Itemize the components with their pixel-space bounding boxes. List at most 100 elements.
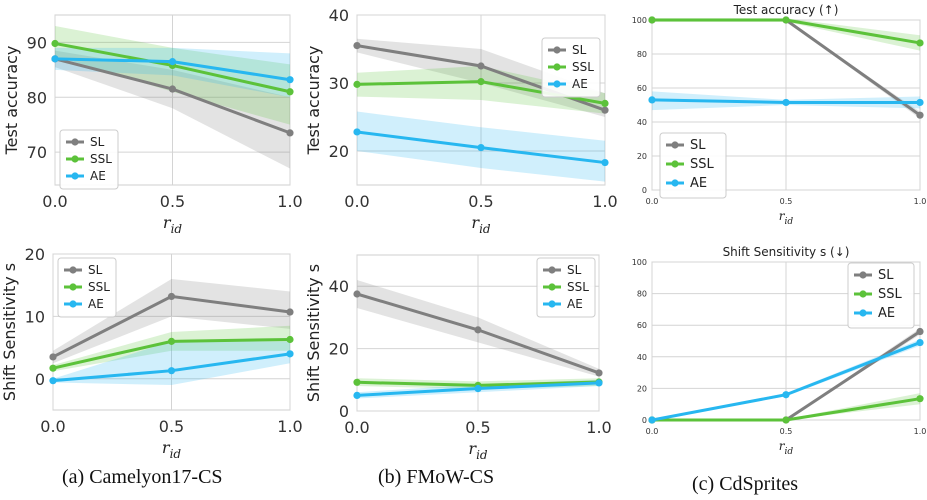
panel-a-top-xlabel-sub: id [171,222,183,236]
panel-b-top-point-ssl-0 [353,80,361,88]
panel-a-top-legend-label-sl: SL [90,135,105,149]
panel-b-bottom: 0.0 0.5 1.0 0 20 40 rid Shift Sensitivity s SL SS… [304,254,612,462]
panel-c-top-point-ssl-2 [916,39,924,47]
panel-c-top-legend-label-ssl: SSL [690,157,715,172]
panel-b-top-xlabel-sub: id [479,222,491,236]
panel-b-top-legend-marker-sl [553,46,561,54]
panel-b-top-point-sl-2 [601,106,609,114]
caption-c: (c) CdSprites [692,473,799,495]
panel-a-top-xtick-0: 0.0 [42,192,67,211]
panel-b-bottom-xtick-0: 0.0 [344,418,369,437]
panel-c-top: 0.0 0.5 1.0 0 20 40 60 80 100 rid Test accuracy (↑… [632,3,927,227]
panel-b-bottom-point-ae-2 [595,379,603,387]
panel-b-top-xtick-0: 0.0 [344,192,369,211]
panel-b-bottom-xlabel-main: r [468,439,477,458]
panel-c-top-point-ssl-0 [648,16,656,24]
panel-b-top-point-ae-1 [477,144,485,152]
panel-b-top-legend-label-ssl: SSL [572,60,594,74]
panel-b-top-point-ae-2 [601,158,609,167]
panel-b-top-xlabel-main: r [471,213,480,232]
panel-b-top-xtick-1: 0.5 [468,192,493,211]
panel-b-top-legend-marker-ssl [553,63,561,71]
panel-a-top-ylabel: Test accuracy [2,46,21,156]
panel-b-bottom-point-ae-1 [474,384,482,393]
panel-c-top-xtick-2: 1.0 [914,197,927,206]
panel-c-bottom-legend-label-ssl: SSL [878,287,903,302]
panel-c-top-ytick-0: 0 [642,186,647,195]
panel-b-top-point-ssl-1 [477,78,485,86]
panel-b-bottom-legend-label-ae: AE [567,297,583,311]
panel-a-bottom-xtick-2: 1.0 [277,417,302,436]
panel-a-bottom-ytick-1: 10 [25,307,45,326]
panel-c-bottom-point-ae-2 [916,338,924,347]
panel-a-bottom-band-sl [53,278,290,364]
panel-b-bottom-point-sl-1 [474,326,482,334]
panel-c-bottom-legend-label-ae: AE [878,306,895,321]
panel-b-top-point-ssl-2 [601,99,609,107]
panel-c-top-ytick-3: 60 [637,84,647,93]
panel-b-bottom-legend: SL SSL AE [536,257,596,318]
panel-a-bottom-point-sl-1 [167,292,176,301]
panel-a-top-point-ae-0 [51,55,59,63]
panel-c-bottom-legend-label-sl: SL [878,268,894,283]
panel-a-top-xtick-2: 1.0 [277,192,302,211]
panel-a-bottom-ytick-2: 20 [25,245,45,264]
panel-a-bottom-band-ssl [53,325,290,372]
panel-b-bottom-point-ae-0 [353,391,361,399]
panel-a-top-ytick-2: 90 [27,33,47,52]
panel-c-top-legend-marker-ssl [671,160,679,168]
panel-c-top-legend-label-sl: SL [690,138,706,153]
panel-a-bottom-point-ssl-2 [286,335,294,344]
panel-c-top-point-ae-2 [916,98,924,107]
panel-b-top-ytick-0: 20 [329,142,349,161]
panel-a-top-point-ssl-2 [286,88,294,96]
panel-a-top-point-ssl-0 [51,39,59,48]
panel-b-top-band-sl [357,38,605,117]
panel-c-top-ytick-4: 80 [637,50,647,59]
panel-c-bottom-xlabel-sub: id [785,447,794,457]
panel-c-bottom-point-ae-0 [648,416,656,424]
panel-c-top-xlabel: rid [779,209,794,227]
panel-a-bottom-legend-marker-ssl [69,283,77,291]
panel-a-bottom-xlabel-main: r [162,438,171,457]
panel-c-bottom-legend: SL SSL AE [847,262,915,329]
panel-b-top-legend-label-sl: SL [572,43,587,57]
panel-b-top-ytick-1: 30 [329,74,349,93]
panel-b-top: 0.0 0.5 1.0 20 30 40 rid Test accuracy SL SSL AE [304,6,618,236]
panel-a-top-legend-marker-ae [71,172,79,180]
panel-a-top-point-ae-1 [168,58,177,66]
panel-b-bottom-xlabel-sub: id [476,448,488,462]
panel-c-top-xlabel-sub: id [785,217,794,227]
panel-a-bottom-legend-marker-sl [69,266,77,274]
panel-a-bottom-xtick-1: 0.5 [159,417,184,436]
caption-b: (b) FMoW-CS [378,466,495,488]
panel-b-bottom-ytick-2: 40 [329,277,349,296]
panel-b-bottom-xtick-2: 1.0 [586,418,611,437]
panel-c-top-xlabel-main: r [779,209,786,223]
panel-c-top-ytick-2: 40 [637,118,647,127]
panel-c-bottom-point-sl-2 [916,327,924,336]
panel-a-bottom-legend: SL SSL AE [57,257,117,318]
panel-b-top-xtick-2: 1.0 [592,192,617,211]
panel-a-bottom-legend-marker-ae [69,300,77,308]
panel-b-bottom-point-ssl-0 [353,378,361,386]
panel-c-bottom-xtick-2: 1.0 [914,427,927,436]
panel-c-bottom-point-ae-1 [782,391,790,399]
panel-b-bottom-ylabel: Shift Sensitivity s [304,264,323,402]
panel-c-top-ytick-5: 100 [632,16,647,25]
panel-a-top-legend-label-ae: AE [90,169,106,183]
panel-b-top-ylabel: Test accuracy [304,46,323,156]
panel-b-bottom-xtick-1: 0.5 [465,418,490,437]
panel-a-bottom-xlabel: rid [162,438,181,461]
panel-a-bottom-ylabel: Shift Sensitivity s [0,263,19,401]
panel-a-bottom-band-ae [53,341,290,386]
panel-a-bottom-ytick-0: 0 [35,370,45,389]
panel-c-bottom-ytick-0: 0 [642,416,647,425]
panel-b-top-point-sl-1 [477,62,485,70]
panel-a-top-point-sl-2 [286,129,294,137]
panel-a-top-point-ae-2 [286,76,294,84]
panel-b-top-legend-label-ae: AE [572,77,588,91]
panel-c-top-xtick-1: 0.5 [780,197,793,206]
panel-b-bottom-ytick-0: 0 [339,402,349,421]
